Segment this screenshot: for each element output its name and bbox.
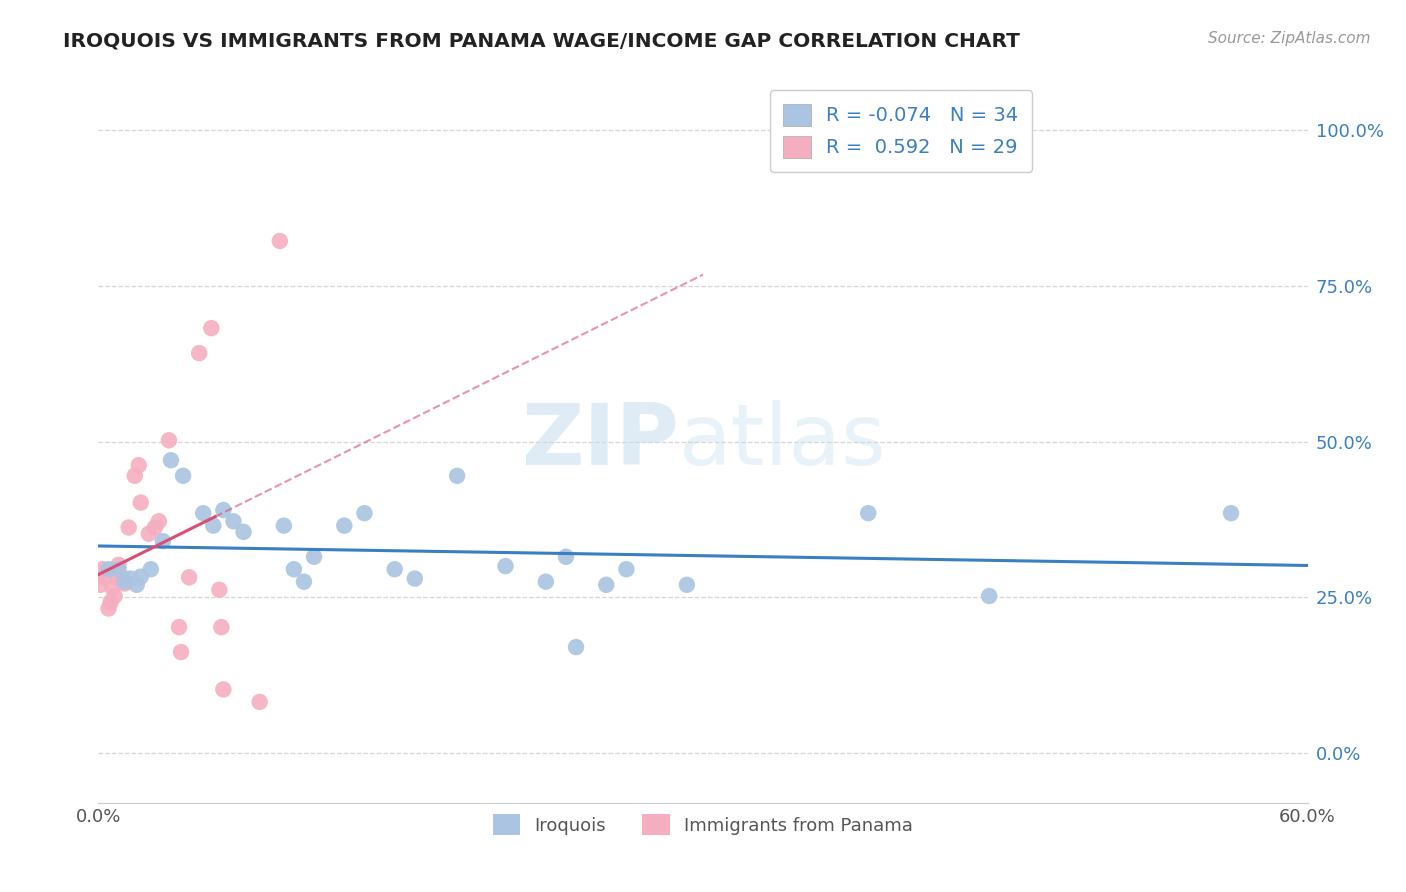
Point: [105, 570, 128, 584]
Point: [128, 458, 150, 473]
Point: [139, 562, 162, 576]
Point: [979, 589, 1001, 603]
Point: [202, 518, 225, 533]
Point: [160, 453, 183, 467]
Point: [222, 514, 245, 528]
Point: [193, 506, 215, 520]
Point: [152, 534, 174, 549]
Point: [200, 321, 222, 335]
Point: [103, 589, 125, 603]
Point: [100, 595, 122, 609]
Text: ZIP: ZIP: [522, 400, 679, 483]
Point: [89, 578, 111, 592]
Point: [283, 562, 305, 576]
Point: [129, 570, 152, 584]
Point: [107, 562, 129, 576]
Point: [91, 562, 114, 576]
Point: [111, 570, 134, 584]
Point: [97, 562, 120, 576]
Point: [170, 645, 193, 659]
Text: IROQUOIS VS IMMIGRANTS FROM PANAMA WAGE/INCOME GAP CORRELATION CHART: IROQUOIS VS IMMIGRANTS FROM PANAMA WAGE/…: [63, 31, 1021, 50]
Point: [209, 620, 232, 634]
Point: [302, 549, 325, 564]
Point: [125, 578, 148, 592]
Point: [114, 576, 136, 591]
Point: [858, 506, 880, 520]
Point: [1220, 506, 1243, 520]
Point: [118, 520, 141, 534]
Point: [138, 526, 160, 541]
Point: [212, 682, 235, 697]
Point: [292, 574, 315, 589]
Point: [188, 346, 211, 360]
Point: [167, 620, 190, 634]
Text: Source: ZipAtlas.com: Source: ZipAtlas.com: [1208, 31, 1371, 46]
Point: [333, 518, 356, 533]
Point: [129, 495, 152, 509]
Point: [101, 581, 124, 595]
Point: [143, 520, 166, 534]
Point: [120, 572, 142, 586]
Point: [269, 234, 291, 248]
Point: [179, 570, 201, 584]
Point: [676, 578, 699, 592]
Point: [595, 578, 617, 592]
Point: [93, 570, 115, 584]
Point: [565, 640, 588, 654]
Point: [446, 468, 468, 483]
Point: [114, 574, 136, 589]
Text: atlas: atlas: [679, 400, 887, 483]
Point: [495, 559, 517, 574]
Point: [172, 468, 194, 483]
Point: [97, 601, 120, 615]
Point: [124, 468, 146, 483]
Point: [555, 549, 578, 564]
Point: [148, 514, 170, 528]
Point: [232, 524, 254, 539]
Point: [616, 562, 638, 576]
Point: [212, 503, 235, 517]
Point: [273, 518, 295, 533]
Point: [534, 574, 557, 589]
Point: [404, 572, 426, 586]
Point: [353, 506, 375, 520]
Point: [249, 695, 271, 709]
Legend: Iroquois, Immigrants from Panama: Iroquois, Immigrants from Panama: [484, 805, 922, 845]
Point: [384, 562, 406, 576]
Point: [157, 434, 180, 448]
Point: [107, 558, 129, 572]
Point: [208, 582, 231, 597]
